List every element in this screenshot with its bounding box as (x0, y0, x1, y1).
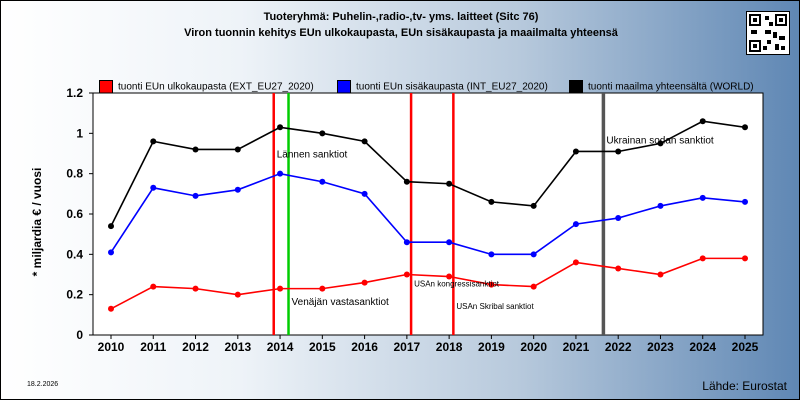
x-tick-label: 2020 (520, 340, 547, 354)
data-point (530, 283, 537, 290)
data-point (234, 146, 241, 153)
data-point (403, 178, 410, 185)
data-point (361, 279, 368, 286)
date-stamp: 18.2.2026 (27, 381, 59, 388)
data-point (192, 192, 199, 199)
data-point (277, 124, 284, 131)
data-point (446, 239, 453, 246)
title-line-1: Tuoteryhmä: Puhelin-,radio-,tv- yms. lai… (263, 11, 539, 23)
data-point (192, 285, 199, 292)
x-tick-label: 2012 (182, 340, 209, 354)
series-line (110, 257, 745, 310)
x-tick-label: 2025 (732, 340, 759, 354)
plot-area (92, 92, 764, 336)
x-tick-label: 2011 (140, 340, 166, 354)
data-point (319, 178, 326, 185)
y-tick-label: 0 (76, 328, 83, 342)
data-point (530, 251, 537, 258)
x-tick-label: 2013 (224, 340, 251, 354)
data-point (530, 202, 537, 209)
data-point (108, 249, 114, 256)
data-point (361, 138, 368, 145)
data-point (699, 255, 706, 262)
y-axis-label: * miljardia € / vuosi (30, 168, 44, 277)
data-point (277, 170, 284, 177)
event-label: Ukrainan sodan sanktiot (606, 135, 714, 146)
data-point (572, 148, 579, 155)
x-tick-label: 2014 (267, 340, 294, 354)
data-point (192, 146, 199, 153)
y-tick-label: 0.4 (66, 247, 83, 261)
data-point (446, 180, 453, 187)
x-tick-label: 2015 (309, 340, 336, 354)
series-line (110, 120, 746, 227)
data-point (615, 215, 622, 222)
legend-label-world: tuonti maailma yhteensältä (WORLD) (588, 81, 754, 93)
title-line-2: Viron tuonnin kehitys EUn ulkokaupasta, … (184, 27, 618, 39)
series-line (110, 172, 746, 256)
x-tick-label: 2023 (647, 340, 674, 354)
data-point (150, 283, 157, 290)
data-point (742, 124, 748, 131)
data-point (742, 198, 748, 205)
data-point (234, 186, 241, 193)
x-tick-label: 2016 (351, 340, 378, 354)
data-point (403, 271, 410, 278)
y-tick-label: 0.6 (66, 207, 83, 221)
x-tick-label: 2022 (605, 340, 632, 354)
data-point (108, 223, 114, 230)
chart-title: Tuoteryhmä: Puhelin-,radio-,tv- yms. lai… (1, 9, 800, 41)
data-point (615, 265, 622, 272)
data-point (657, 271, 664, 278)
data-point (657, 140, 664, 147)
x-tick-label: 2010 (98, 340, 125, 354)
data-point (488, 198, 495, 205)
y-tick-label: 1.2 (66, 86, 83, 100)
data-point (108, 305, 114, 312)
data-point (319, 285, 326, 292)
legend-label-int: tuonti EUn sisäkaupasta (INT_EU27_2020) (356, 81, 548, 93)
data-point (403, 239, 410, 246)
x-tick-label: 2019 (478, 340, 505, 354)
data-point (150, 184, 157, 191)
data-point (742, 255, 748, 262)
data-point (488, 281, 495, 288)
event-label: Lännen sanktiot (277, 150, 348, 161)
data-point (488, 251, 495, 258)
event-label: USAn kongressisanktiot (414, 280, 500, 289)
x-tick-label: 2017 (394, 340, 421, 354)
data-point (572, 221, 579, 228)
data-point (319, 130, 326, 137)
data-point (150, 138, 157, 145)
data-point (699, 118, 706, 125)
data-point (572, 259, 579, 266)
event-label: Venäjän vastasanktiot (292, 297, 390, 308)
y-tick-label: 1 (76, 126, 83, 140)
x-tick-label: 2024 (689, 340, 716, 354)
data-point (657, 202, 664, 209)
legend-label-ext: tuonti EUn ulkokaupasta (EXT_EU27_2020) (118, 81, 314, 93)
y-tick-label: 0.2 (66, 288, 83, 302)
data-point (615, 148, 622, 155)
y-tick-label: 0.8 (66, 167, 83, 181)
data-point (699, 194, 706, 201)
qr-code-icon (746, 11, 790, 55)
data-point (361, 190, 368, 197)
x-tick-label: 2018 (436, 340, 463, 354)
data-point (234, 291, 241, 298)
data-point (277, 285, 284, 292)
event-label: USAn Skribal sanktiot (456, 302, 534, 311)
x-tick-label: 2021 (563, 340, 590, 354)
source-label: Lähde: Eurostat (702, 379, 787, 393)
data-point (446, 273, 453, 280)
